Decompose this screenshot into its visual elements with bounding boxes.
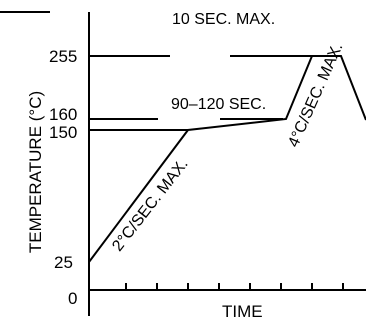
y-axis-title: TEMPERATURE (°C) — [26, 91, 45, 253]
y-tick-label: 150 — [49, 123, 77, 142]
peak-time-annotation: 10 SEC. MAX. — [172, 11, 275, 28]
ramp-up-annotation: 2°C/SEC. MAX. — [109, 156, 191, 255]
y-tick-label: 25 — [54, 253, 73, 272]
x-axis-ticks — [125, 283, 344, 290]
y-tick-label: 0 — [68, 289, 77, 308]
soak-time-annotation: 90–120 SEC. — [171, 96, 266, 113]
y-tick-label: 255 — [49, 47, 77, 66]
y-tick-label: 160 — [49, 105, 77, 124]
temperature-profile-curve — [88, 55, 366, 263]
x-axis-title: TIME — [222, 302, 263, 321]
